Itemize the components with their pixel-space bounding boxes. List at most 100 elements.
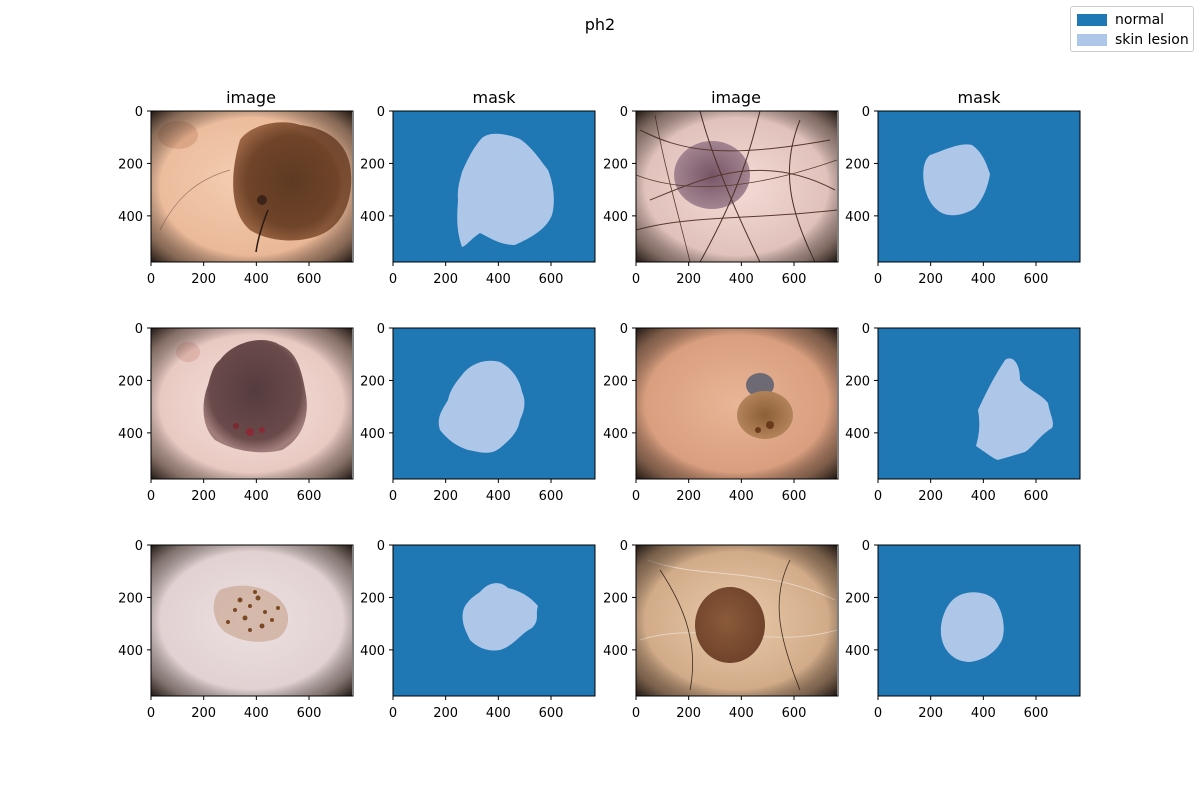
column-title-image-1: image [226, 88, 276, 107]
panel-image-r1-c3 [636, 111, 837, 262]
x-tick-label: 200 [433, 489, 458, 504]
axes-frame-r1-c2 [392, 110, 596, 263]
y-tick-label: 400 [360, 427, 385, 442]
y-tick-label: 0 [862, 322, 870, 337]
y-tick-label: 0 [135, 539, 143, 554]
x-tick-label: 400 [971, 706, 996, 721]
y-tick-label: 0 [135, 105, 143, 120]
x-tick-label: 600 [782, 489, 807, 504]
x-tick-label: 200 [918, 489, 943, 504]
x-tick-label: 600 [1024, 706, 1049, 721]
x-tick-label: 400 [486, 272, 511, 287]
axes-layer: 0 200 400 600 0 200 400 0 200 400 600 0 200 400 0 200 40… [118, 105, 1081, 721]
x-tick-label: 0 [632, 272, 640, 287]
y-tick-label: 400 [845, 427, 870, 442]
legend-swatch-skin-lesion [1077, 34, 1107, 46]
legend-label-normal: normal [1115, 12, 1165, 28]
x-tick-label: 0 [632, 489, 640, 504]
x-tick-label: 0 [874, 272, 882, 287]
axes-frame-r2-c2 [392, 327, 596, 480]
y-tick-label: 200 [118, 591, 143, 606]
panel-mask-r1-c4 [878, 111, 1080, 262]
x-tick-label: 600 [297, 272, 322, 287]
axes-frame-r3-c4 [877, 544, 1081, 697]
x-tick-label: 600 [782, 706, 807, 721]
axes-frame-r3-c3 [635, 544, 839, 697]
x-tick-label: 0 [147, 706, 155, 721]
x-tick-label: 0 [147, 489, 155, 504]
axes-frame-r1-c4 [877, 110, 1081, 263]
panel-image-r1-c1 [151, 111, 352, 262]
y-tick-label: 400 [603, 210, 628, 225]
y-tick-label: 400 [118, 210, 143, 225]
y-tick-label: 400 [118, 427, 143, 442]
x-tick-label: 600 [297, 489, 322, 504]
x-tick-label: 200 [191, 272, 216, 287]
panel-mask-r3-c4 [878, 545, 1080, 696]
x-tick-label: 200 [433, 272, 458, 287]
y-tick-label: 0 [135, 322, 143, 337]
x-tick-label: 200 [918, 706, 943, 721]
y-tick-label: 400 [845, 210, 870, 225]
legend-item-skin-lesion: skin lesion [1077, 31, 1189, 49]
panel-mask-r2-c2 [393, 328, 595, 479]
x-tick-label: 600 [539, 706, 564, 721]
y-tick-label: 0 [377, 539, 385, 554]
y-tick-label: 0 [377, 322, 385, 337]
x-tick-label: 600 [1024, 272, 1049, 287]
y-tick-label: 400 [845, 644, 870, 659]
panel-image-r2-c3 [636, 328, 837, 479]
axes-frame-r2-c1 [150, 327, 354, 480]
x-tick-label: 200 [676, 272, 701, 287]
x-tick-label: 400 [244, 272, 269, 287]
x-tick-label: 600 [539, 272, 564, 287]
y-tick-label: 200 [118, 374, 143, 389]
x-tick-label: 0 [874, 489, 882, 504]
legend: normal skin lesion [1070, 6, 1194, 52]
y-tick-label: 200 [845, 157, 870, 172]
x-tick-label: 400 [971, 489, 996, 504]
column-title-mask-2: mask [958, 88, 1002, 107]
y-tick-label: 0 [620, 322, 628, 337]
x-tick-label: 0 [389, 489, 397, 504]
x-tick-label: 200 [191, 706, 216, 721]
y-tick-label: 200 [845, 591, 870, 606]
x-tick-label: 400 [244, 706, 269, 721]
figure-title: ph2 [585, 15, 615, 34]
axes-frame-r2-c4 [877, 327, 1081, 480]
y-tick-label: 400 [360, 644, 385, 659]
y-tick-label: 200 [603, 374, 628, 389]
x-tick-label: 0 [874, 706, 882, 721]
x-tick-label: 600 [539, 489, 564, 504]
x-tick-label: 600 [1024, 489, 1049, 504]
axes-frame-r1-c1 [150, 110, 354, 263]
x-tick-label: 600 [297, 706, 322, 721]
x-tick-label: 400 [729, 272, 754, 287]
x-tick-label: 400 [729, 489, 754, 504]
y-tick-label: 200 [360, 374, 385, 389]
x-tick-label: 0 [147, 272, 155, 287]
x-tick-label: 400 [486, 706, 511, 721]
panel-image-r2-c1 [151, 328, 352, 479]
axes-frame-r3-c1 [150, 544, 354, 697]
x-tick-label: 200 [918, 272, 943, 287]
x-tick-label: 0 [389, 272, 397, 287]
legend-swatch-normal [1077, 14, 1107, 26]
y-tick-label: 400 [360, 210, 385, 225]
panel-mask-r1-c2 [393, 111, 595, 262]
x-tick-label: 200 [433, 706, 458, 721]
x-tick-label: 200 [676, 489, 701, 504]
column-title-mask-1: mask [473, 88, 517, 107]
x-tick-label: 200 [676, 706, 701, 721]
y-tick-label: 0 [620, 105, 628, 120]
panel-image-r3-c1 [151, 545, 352, 696]
y-tick-label: 200 [603, 157, 628, 172]
column-title-image-2: image [711, 88, 761, 107]
y-tick-label: 200 [360, 157, 385, 172]
y-tick-label: 200 [360, 591, 385, 606]
axes-frame-r2-c3 [635, 327, 839, 480]
y-tick-label: 400 [603, 644, 628, 659]
y-tick-label: 400 [603, 427, 628, 442]
axes-frame-r3-c2 [392, 544, 596, 697]
